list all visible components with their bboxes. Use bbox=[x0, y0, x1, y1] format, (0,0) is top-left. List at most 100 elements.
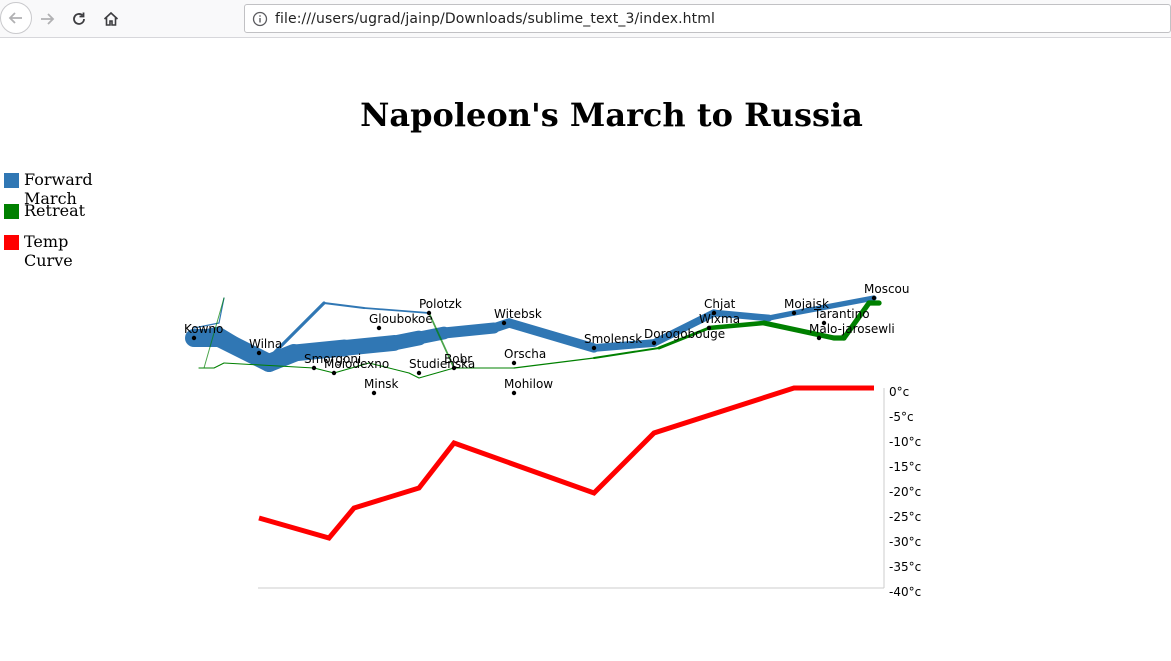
city-dot bbox=[376, 325, 382, 331]
retreat-segment-main bbox=[593, 347, 660, 359]
city-label: Wilna bbox=[249, 337, 282, 351]
city-label: Malo-jarosewli bbox=[809, 322, 895, 336]
retreat-segment-south bbox=[203, 297, 225, 369]
city-label: Kowno bbox=[184, 322, 223, 336]
url-text[interactable]: file:///users/ugrad/jainp/Downloads/subl… bbox=[275, 10, 715, 27]
city-dot bbox=[451, 365, 457, 371]
city-label: Witebsk bbox=[494, 307, 542, 321]
legend-item-forward: Forward March bbox=[4, 170, 104, 208]
arrow-left-icon bbox=[8, 12, 22, 24]
info-icon[interactable] bbox=[245, 11, 275, 27]
legend-swatch-temp bbox=[4, 235, 19, 250]
retreat-segment-main bbox=[513, 357, 595, 369]
city-dot bbox=[371, 390, 377, 396]
legend-label-retreat: Retreat bbox=[24, 201, 86, 220]
city-label: Studienska bbox=[409, 357, 475, 371]
retreat-segment-main bbox=[408, 372, 420, 379]
temp-tick-label: -5°c bbox=[889, 410, 914, 424]
city-label: Smorgoni bbox=[304, 352, 361, 366]
city-dot bbox=[416, 370, 422, 376]
city-dot bbox=[256, 350, 262, 356]
city-label: Tarantino bbox=[813, 307, 870, 321]
city-label: Orscha bbox=[504, 347, 546, 361]
city-dot bbox=[501, 320, 507, 326]
city-label: Mojaisk bbox=[784, 297, 829, 311]
forward-segment-main bbox=[285, 339, 353, 362]
city-dot bbox=[591, 345, 597, 351]
legend-item-temp: Temp Curve bbox=[4, 232, 104, 270]
retreat-segment-main bbox=[333, 362, 370, 374]
city-label: Chjat bbox=[704, 297, 736, 311]
retreat-segment-main bbox=[368, 362, 410, 374]
forward-button[interactable] bbox=[32, 4, 62, 34]
city-label: Bobr bbox=[444, 352, 472, 366]
home-icon bbox=[103, 11, 119, 26]
temp-tick-label: -20°c bbox=[889, 485, 921, 499]
city-dot bbox=[331, 370, 337, 376]
city-dot bbox=[191, 335, 197, 341]
city-dot bbox=[426, 310, 432, 316]
city-label: Polotzk bbox=[419, 297, 462, 311]
legend-label-temp: Temp Curve bbox=[24, 232, 73, 270]
city-label: Minsk bbox=[364, 377, 399, 391]
back-button[interactable] bbox=[0, 2, 32, 34]
retreat-segment-main bbox=[657, 326, 711, 350]
retreat-segment-main bbox=[841, 300, 872, 341]
legend-item-retreat: Retreat bbox=[4, 201, 104, 220]
forward-segment-main bbox=[504, 318, 599, 353]
city-label: Dorogobouge bbox=[644, 327, 725, 341]
forward-segment-main bbox=[791, 295, 877, 316]
temp-tick-label: -10°c bbox=[889, 435, 921, 449]
city-label: Mohilow bbox=[504, 377, 553, 391]
legend-label-forward: Forward March bbox=[24, 170, 93, 208]
browser-toolbar: file:///users/ugrad/jainp/Downloads/subl… bbox=[0, 0, 1171, 38]
page-title: Napoleon's March to Russia bbox=[360, 96, 863, 134]
city-dot bbox=[821, 320, 827, 326]
city-dot bbox=[871, 295, 877, 301]
legend-swatch-retreat bbox=[4, 204, 19, 219]
forward-segment-main bbox=[336, 335, 402, 356]
retreat-segment-north bbox=[428, 312, 455, 369]
city-dot bbox=[711, 310, 717, 316]
arrow-right-icon bbox=[41, 13, 55, 25]
city-label: Moscou bbox=[864, 282, 910, 296]
forward-segment-main bbox=[210, 329, 278, 372]
retreat-segment-main bbox=[313, 367, 335, 374]
retreat-segment-main bbox=[761, 320, 837, 341]
temp-tick-label: -40°c bbox=[889, 585, 921, 599]
forward-segment-main bbox=[766, 310, 797, 321]
city-dot bbox=[791, 310, 797, 316]
city-dot bbox=[651, 340, 657, 346]
forward-segment-north bbox=[363, 307, 430, 314]
city-label: Gloubokoe bbox=[369, 312, 433, 326]
temp-tick-label: -35°c bbox=[889, 560, 921, 574]
city-dot bbox=[706, 325, 712, 331]
forward-segment-north bbox=[322, 301, 366, 310]
retreat-segment-main bbox=[223, 362, 315, 369]
retreat-segment-main bbox=[213, 362, 225, 369]
forward-segment-north bbox=[267, 301, 326, 360]
city-label: Smolensk bbox=[584, 332, 642, 346]
forward-segment-main bbox=[650, 309, 718, 347]
forward-segment-south bbox=[193, 322, 220, 329]
retreat-segment-main bbox=[418, 367, 455, 379]
temp-tick-label: -25°c bbox=[889, 510, 921, 524]
reload-icon bbox=[73, 12, 85, 25]
forward-segment-main bbox=[710, 309, 773, 322]
temp-tick-label: -15°c bbox=[889, 460, 921, 474]
temp-tick-label: -30°c bbox=[889, 535, 921, 549]
city-dot bbox=[311, 365, 317, 371]
forward-segment-main bbox=[590, 339, 658, 352]
city-dot bbox=[511, 390, 517, 396]
city-label: Wixma bbox=[699, 312, 740, 326]
forward-segment-main bbox=[438, 322, 500, 339]
city-dot bbox=[511, 360, 517, 366]
temp-tick-label: 0°c bbox=[889, 385, 909, 399]
home-button[interactable] bbox=[96, 4, 126, 34]
city-label: Moiodexno bbox=[324, 357, 389, 371]
reload-button[interactable] bbox=[64, 4, 94, 34]
temperature-line bbox=[258, 385, 874, 541]
url-bar[interactable]: file:///users/ugrad/jainp/Downloads/subl… bbox=[244, 4, 1171, 33]
legend-swatch-forward bbox=[4, 173, 19, 188]
